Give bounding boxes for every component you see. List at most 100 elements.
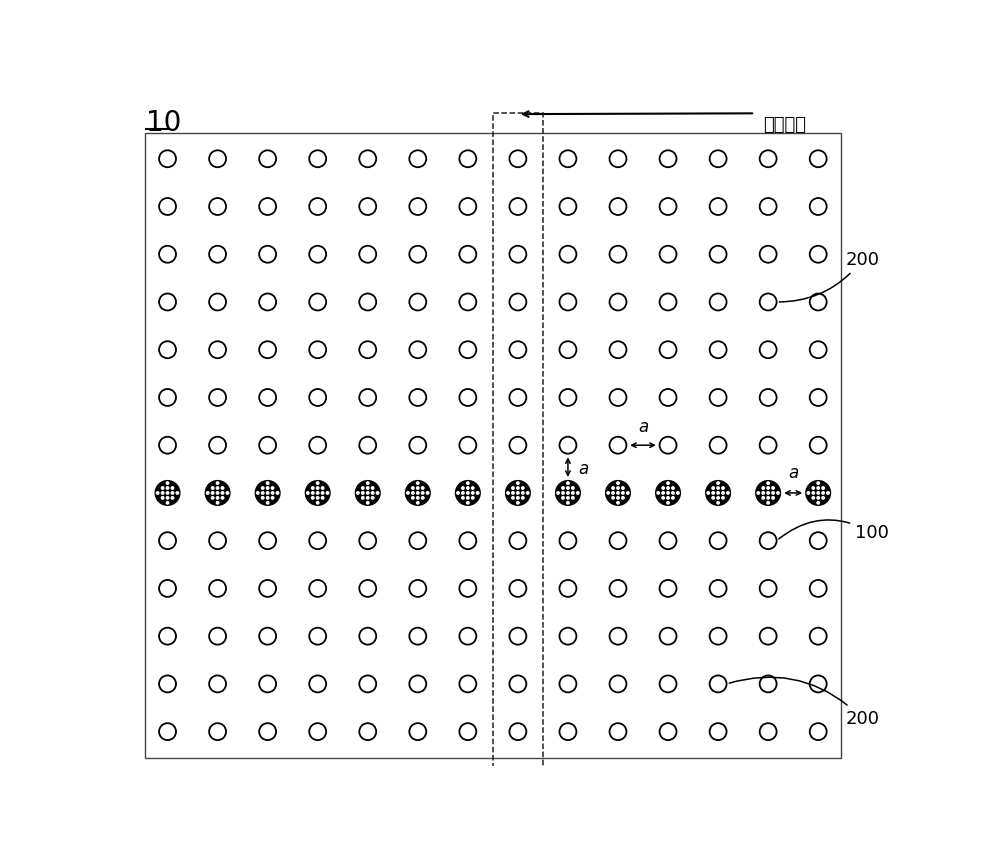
Circle shape xyxy=(772,497,774,499)
Circle shape xyxy=(207,492,209,494)
Circle shape xyxy=(760,580,777,597)
Circle shape xyxy=(209,723,226,740)
Circle shape xyxy=(409,294,426,311)
Circle shape xyxy=(459,294,476,311)
Circle shape xyxy=(261,492,264,494)
Circle shape xyxy=(159,341,176,358)
Circle shape xyxy=(209,675,226,692)
Circle shape xyxy=(467,492,469,494)
Circle shape xyxy=(261,497,264,499)
Circle shape xyxy=(810,198,827,215)
Circle shape xyxy=(216,492,219,494)
Circle shape xyxy=(459,198,476,215)
Circle shape xyxy=(159,580,176,597)
Circle shape xyxy=(812,486,814,489)
Circle shape xyxy=(617,482,619,485)
Circle shape xyxy=(572,492,574,494)
Circle shape xyxy=(767,486,769,489)
Circle shape xyxy=(359,628,376,645)
Circle shape xyxy=(171,497,174,499)
Circle shape xyxy=(810,341,827,358)
Circle shape xyxy=(610,294,626,311)
Circle shape xyxy=(417,492,419,494)
Circle shape xyxy=(309,389,326,406)
Circle shape xyxy=(209,389,226,406)
Circle shape xyxy=(161,486,164,489)
Circle shape xyxy=(166,502,169,504)
Circle shape xyxy=(276,492,279,494)
Circle shape xyxy=(409,580,426,597)
Circle shape xyxy=(409,532,426,549)
Circle shape xyxy=(507,492,509,494)
Circle shape xyxy=(367,497,369,499)
Circle shape xyxy=(159,245,176,263)
Circle shape xyxy=(810,245,827,263)
Circle shape xyxy=(660,294,677,311)
Circle shape xyxy=(817,486,819,489)
Circle shape xyxy=(409,245,426,263)
Circle shape xyxy=(559,532,576,549)
Circle shape xyxy=(321,486,324,489)
Circle shape xyxy=(321,492,324,494)
Circle shape xyxy=(357,492,359,494)
Circle shape xyxy=(810,532,827,549)
Circle shape xyxy=(559,723,576,740)
Text: a: a xyxy=(638,418,648,436)
Circle shape xyxy=(727,492,729,494)
Circle shape xyxy=(409,341,426,358)
Circle shape xyxy=(559,628,576,645)
Circle shape xyxy=(767,497,769,499)
Circle shape xyxy=(717,486,719,489)
Circle shape xyxy=(426,492,429,494)
Circle shape xyxy=(359,723,376,740)
Circle shape xyxy=(166,492,169,494)
Circle shape xyxy=(517,497,519,499)
Circle shape xyxy=(309,294,326,311)
Circle shape xyxy=(762,492,764,494)
Circle shape xyxy=(760,341,777,358)
Circle shape xyxy=(266,502,269,504)
Circle shape xyxy=(810,580,827,597)
Circle shape xyxy=(462,486,464,489)
Circle shape xyxy=(667,486,669,489)
Circle shape xyxy=(710,580,727,597)
Circle shape xyxy=(567,482,569,485)
Circle shape xyxy=(459,580,476,597)
Circle shape xyxy=(559,151,576,167)
Circle shape xyxy=(359,245,376,263)
Circle shape xyxy=(567,497,569,499)
Circle shape xyxy=(459,628,476,645)
Circle shape xyxy=(827,492,829,494)
Circle shape xyxy=(559,580,576,597)
Circle shape xyxy=(562,486,564,489)
Circle shape xyxy=(376,492,379,494)
Circle shape xyxy=(517,492,519,494)
Circle shape xyxy=(209,437,226,454)
Circle shape xyxy=(271,486,274,489)
Circle shape xyxy=(817,502,819,504)
Circle shape xyxy=(412,497,414,499)
Circle shape xyxy=(216,502,219,504)
Circle shape xyxy=(660,389,677,406)
Circle shape xyxy=(522,486,524,489)
Circle shape xyxy=(527,492,529,494)
Circle shape xyxy=(155,480,180,505)
Circle shape xyxy=(660,198,677,215)
Circle shape xyxy=(660,341,677,358)
Circle shape xyxy=(662,492,664,494)
Circle shape xyxy=(309,532,326,549)
Circle shape xyxy=(159,151,176,167)
Circle shape xyxy=(409,198,426,215)
Circle shape xyxy=(459,151,476,167)
Circle shape xyxy=(712,492,714,494)
Circle shape xyxy=(562,497,564,499)
Circle shape xyxy=(309,341,326,358)
Circle shape xyxy=(672,497,674,499)
Circle shape xyxy=(710,341,727,358)
Circle shape xyxy=(359,532,376,549)
Circle shape xyxy=(509,628,526,645)
Circle shape xyxy=(261,486,264,489)
Circle shape xyxy=(309,151,326,167)
Circle shape xyxy=(309,675,326,692)
Circle shape xyxy=(459,245,476,263)
